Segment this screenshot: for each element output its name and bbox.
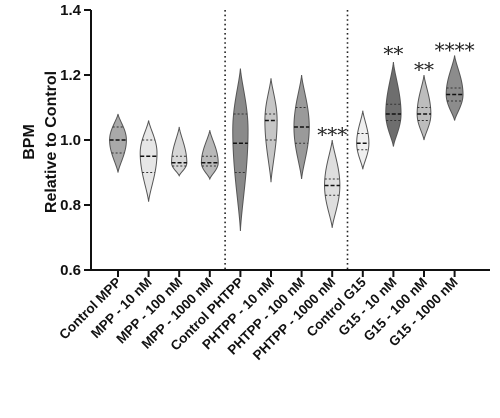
- y-tick-label: 0.8: [60, 197, 81, 214]
- y-tick-label: 1.0: [60, 132, 81, 149]
- violin-10: [385, 61, 402, 147]
- violin-4: [200, 130, 219, 181]
- violin-9: [356, 110, 370, 170]
- violin-5: [232, 68, 249, 232]
- significance-marker: ***: [317, 123, 347, 147]
- violin-11: [416, 74, 432, 141]
- y-axis-label-line-1: BPM: [21, 124, 38, 160]
- group-separators: [224, 10, 349, 270]
- y-tick-label: 1.2: [60, 67, 81, 84]
- significance-annotations: ***********: [317, 38, 474, 147]
- significance-marker: ****: [435, 38, 475, 62]
- y-tick-label: 1.4: [60, 2, 82, 19]
- y-axis-label-line-2: Relative to Control: [43, 71, 60, 213]
- y-tick-label: 0.6: [60, 262, 81, 279]
- violin-8: [324, 139, 341, 228]
- violin-2: [139, 120, 158, 202]
- significance-marker: **: [383, 41, 403, 65]
- y-axis-label: BPM Relative to Control: [21, 71, 60, 213]
- violin-3: [171, 126, 188, 177]
- violin-1: [109, 113, 127, 173]
- y-ticks: 0.6 0.8 1.0 1.2 1.4: [60, 2, 91, 279]
- significance-marker: **: [414, 58, 434, 82]
- violins: [109, 55, 464, 232]
- violin-6: [264, 78, 278, 183]
